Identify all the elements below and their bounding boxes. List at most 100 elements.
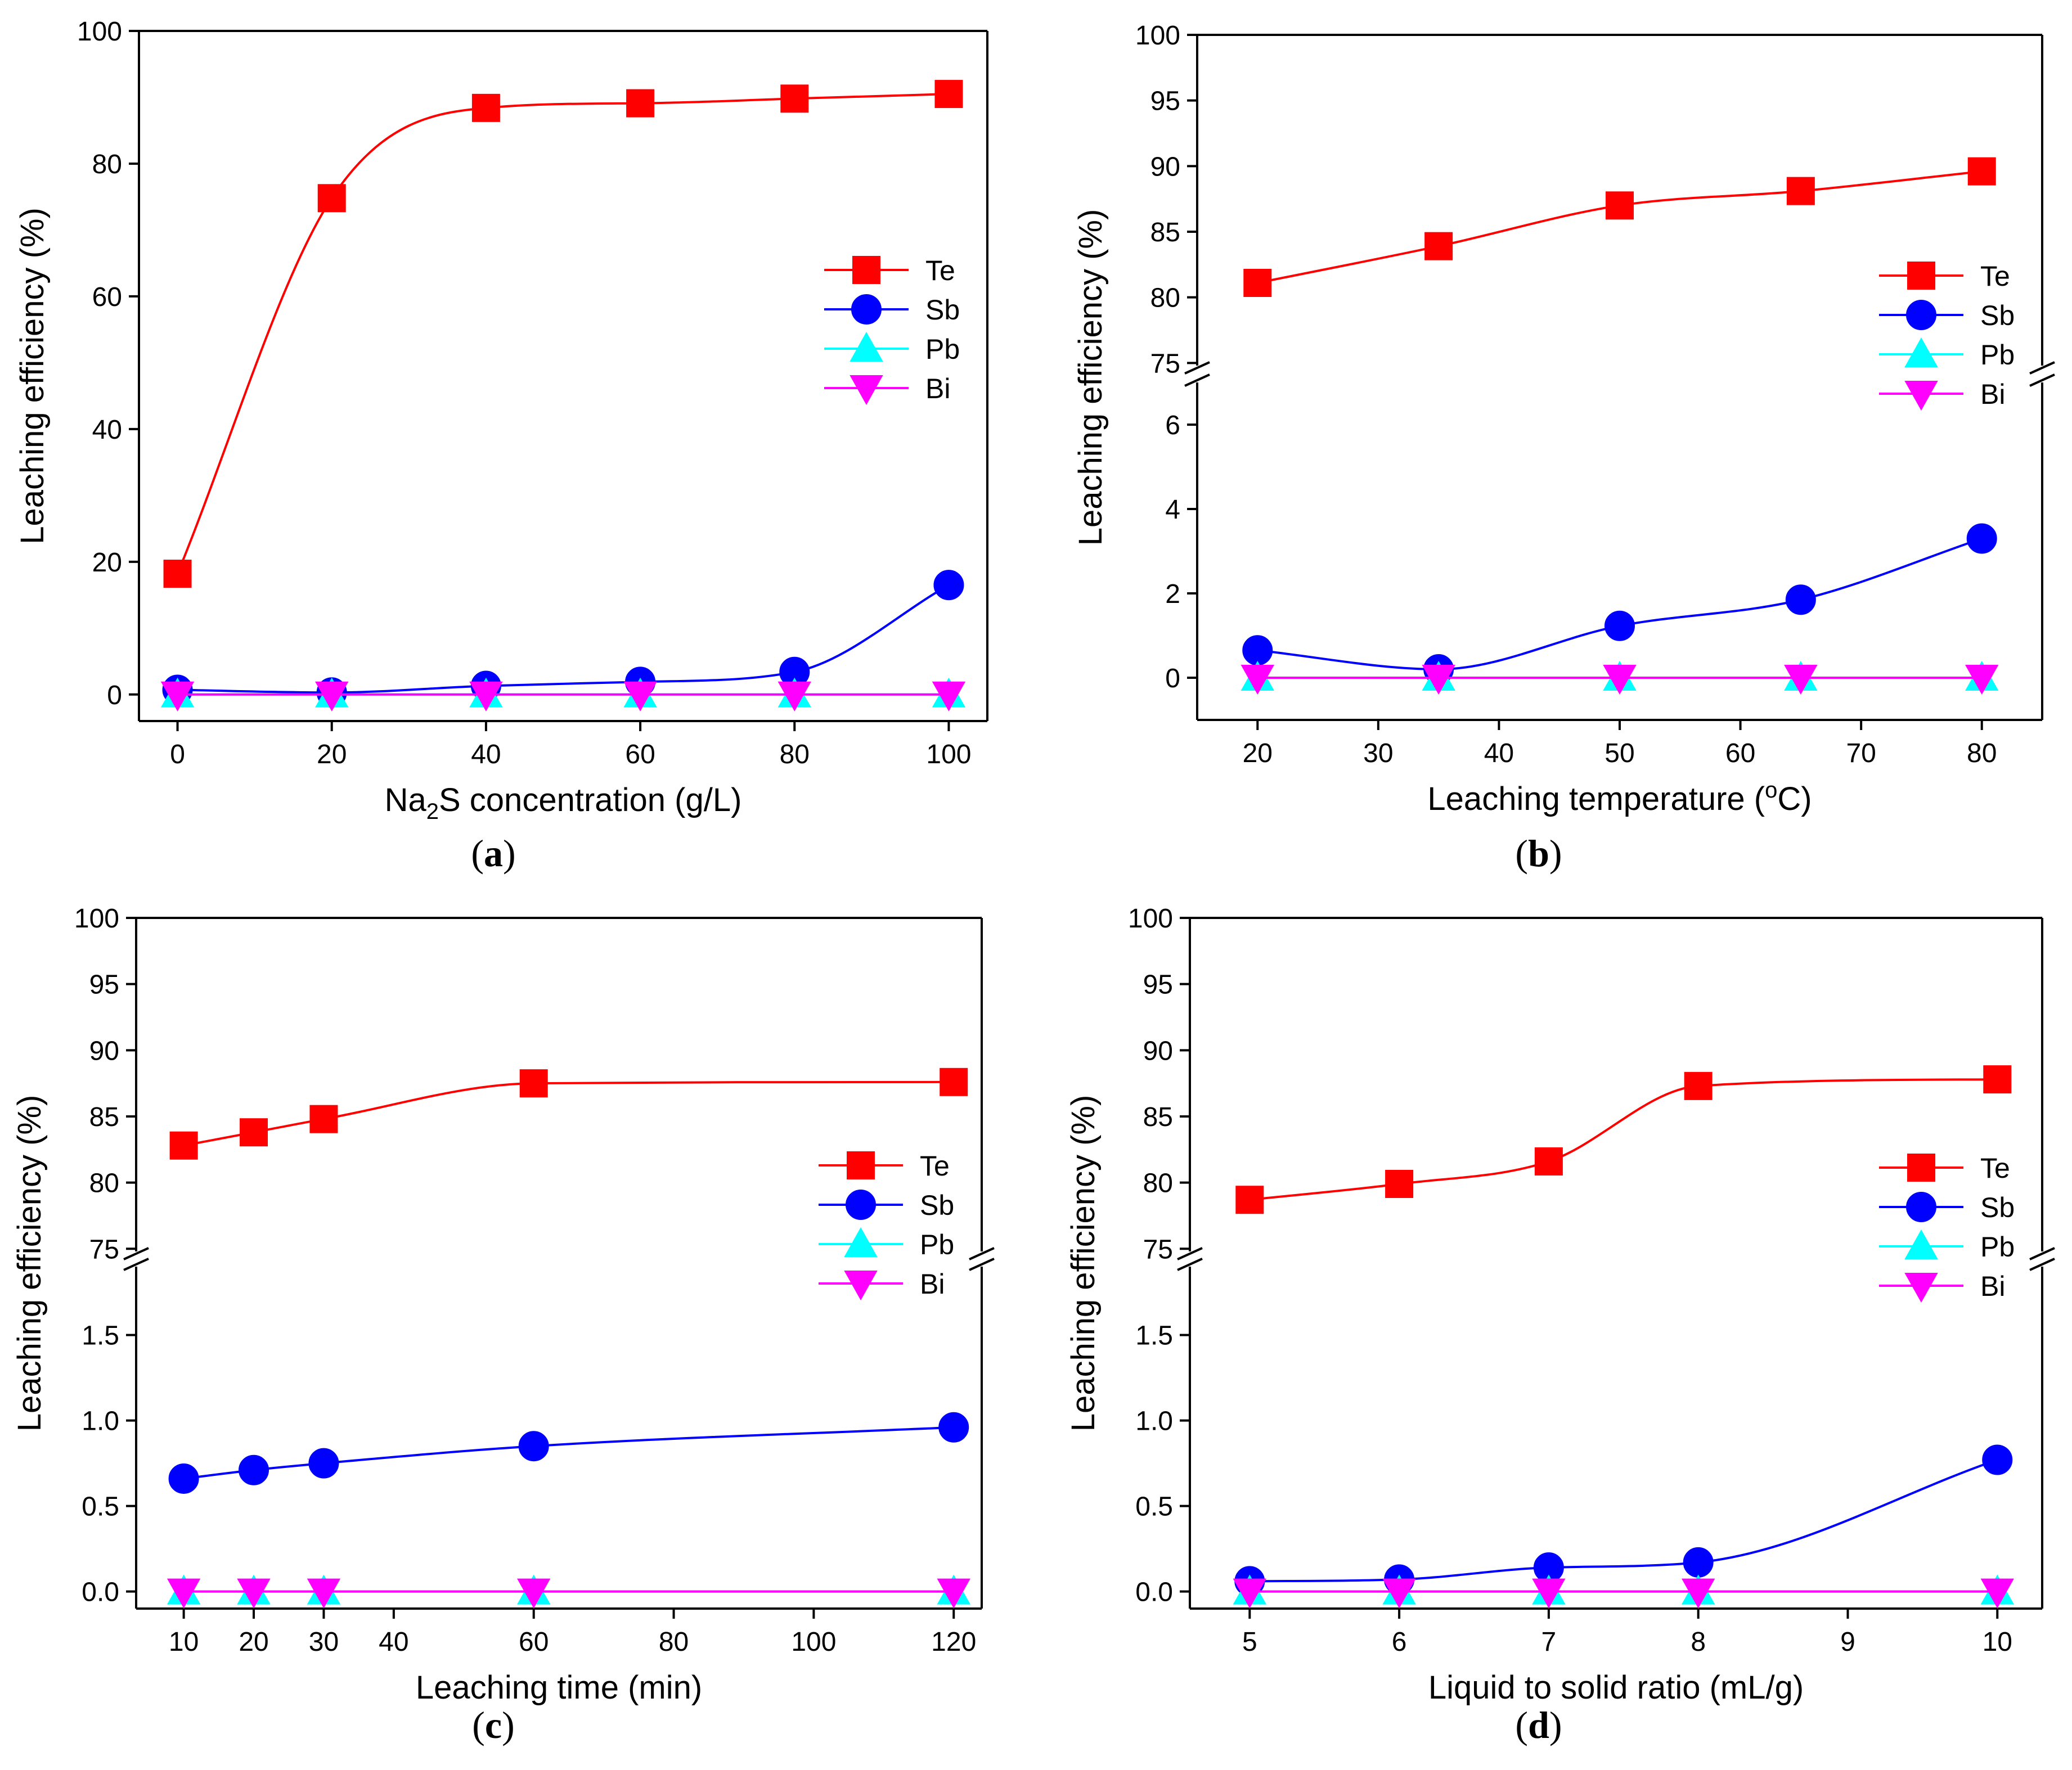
y-tick-label: 4 — [1165, 495, 1180, 525]
chart-panel-b: 20 30 40 50 60 70 80 75 80 85 90 95 100 0 2 4 6 Leaching … — [1072, 21, 2055, 875]
legend-marker-pb — [850, 331, 883, 362]
y-axis-title: Leaching efficiency (%) — [1065, 1095, 1102, 1432]
axis-break-mark — [969, 1247, 995, 1260]
y-tick-label: 100 — [77, 17, 122, 47]
data-point-sb — [308, 1448, 339, 1479]
legend-marker-sb — [851, 294, 882, 325]
data-point-bi — [315, 681, 349, 711]
data-point-sb — [933, 570, 964, 601]
x-tick-label: 30 — [1363, 738, 1393, 768]
legend-marker-pb — [1904, 337, 1938, 367]
data-point-sb — [239, 1454, 269, 1485]
y-axis-title: Leaching efficiency (%) — [11, 1095, 48, 1432]
data-point-te — [1424, 232, 1453, 260]
series-bi — [1233, 1578, 2014, 1609]
legend-marker-sb — [1906, 1192, 1936, 1222]
y-tick-label: 0.5 — [82, 1492, 119, 1522]
y-tick-label: 6 — [1165, 411, 1180, 440]
x-tick-label: 80 — [1967, 738, 1997, 768]
data-point-te — [934, 80, 963, 109]
data-point-te — [163, 560, 192, 588]
legend-marker-te — [1907, 262, 1935, 290]
x-tick-label: 20 — [1243, 738, 1273, 768]
panel-label: (b) — [1515, 832, 1562, 875]
y-tick-label: 100 — [1128, 904, 1173, 934]
axis-break-mark — [2029, 1258, 2055, 1271]
x-tick-label: 80 — [659, 1627, 689, 1657]
y-tick-label: 95 — [1143, 970, 1173, 1000]
x-tick-label: 6 — [1392, 1627, 1407, 1657]
axis-break-mark — [1177, 1258, 1203, 1271]
y-tick-label: 2 — [1165, 579, 1180, 609]
legend: Te Sb Pb Bi — [824, 255, 960, 406]
data-point-sb — [1982, 1444, 2013, 1475]
data-point-te — [471, 93, 500, 122]
chart-panel-a: 0 20 40 60 80 100 0 20 40 60 80 100 Na2S concentrati… — [14, 17, 988, 875]
data-point-bi — [167, 1578, 201, 1609]
data-point-bi — [1422, 665, 1455, 695]
y-tick-label: 1.5 — [82, 1321, 119, 1351]
y-tick-label: 1.0 — [1135, 1407, 1173, 1436]
legend-marker-te — [852, 256, 880, 284]
data-point-te — [169, 1131, 198, 1160]
series-bi — [167, 1578, 970, 1609]
legend-marker-sb — [1906, 300, 1936, 330]
legend-label-pb: Pb — [920, 1229, 954, 1260]
axis-break-mark — [2029, 373, 2055, 387]
chart-panel-d: 5 6 7 8 9 10 75 80 85 90 95 100 0.0 0.5 1.0 1.5 Liquid t… — [1065, 904, 2055, 1746]
x-tick-label: 10 — [1983, 1627, 2012, 1657]
x-tick-label: 60 — [519, 1627, 549, 1657]
y-tick-label: 80 — [1150, 283, 1180, 313]
data-point-sb — [518, 1431, 549, 1462]
legend-label-sb: Sb — [1980, 300, 2015, 331]
series-te — [1235, 1065, 2012, 1214]
data-point-bi — [932, 681, 966, 711]
data-point-te — [519, 1069, 548, 1098]
legend-label-sb: Sb — [925, 294, 960, 326]
series-sb — [1234, 1444, 2013, 1597]
y-axis-title: Leaching efficiency (%) — [14, 208, 51, 544]
y-tick-label: 75 — [89, 1235, 119, 1264]
legend: Te Sb Pb Bi — [819, 1150, 954, 1301]
data-point-te — [317, 184, 346, 213]
y-tick-label: 0 — [107, 681, 122, 710]
x-tick-label: 5 — [1242, 1627, 1257, 1657]
y-tick-label: 40 — [92, 415, 122, 445]
x-tick-label: 40 — [1484, 738, 1514, 768]
y-tick-label: 80 — [89, 1169, 119, 1199]
data-point-te — [1606, 191, 1634, 220]
data-point-bi — [1603, 665, 1637, 695]
data-point-bi — [237, 1578, 271, 1609]
series-sb — [168, 1412, 969, 1494]
series-sb — [162, 570, 964, 708]
data-point-te — [1385, 1169, 1414, 1198]
series-line-te — [176, 93, 949, 574]
y-tick-label: 100 — [1135, 21, 1180, 51]
data-point-sb — [1683, 1547, 1714, 1578]
legend-label-pb: Pb — [1980, 339, 2015, 371]
x-axis-title: Leaching temperature (oC) — [1427, 778, 1812, 817]
y-tick-label: 95 — [89, 970, 119, 1000]
series-line-sb — [183, 1426, 954, 1480]
legend-marker-pb — [1904, 1229, 1938, 1259]
chart-panel-c: 10 20 30 40 60 80 100 120 75 80 85 90 95 100 0.0 0.5 1.0… — [11, 904, 995, 1746]
x-tick-label: 10 — [169, 1627, 199, 1657]
x-tick-label: 7 — [1541, 1627, 1557, 1657]
y-tick-label: 90 — [89, 1036, 119, 1066]
x-tick-label: 20 — [317, 740, 347, 769]
legend-marker-sb — [846, 1190, 876, 1220]
x-tick-label: 20 — [239, 1627, 268, 1657]
series-te — [163, 80, 963, 588]
x-tick-label: 9 — [1840, 1627, 1855, 1657]
y-axis-title: Leaching efficiency (%) — [1072, 209, 1109, 546]
y-tick-label: 75 — [1143, 1235, 1173, 1264]
data-point-bi — [777, 681, 811, 711]
y-tick-label: 0.0 — [82, 1578, 119, 1607]
x-tick-label: 60 — [625, 740, 655, 769]
legend-label-te: Te — [1980, 260, 2010, 292]
legend-marker-bi — [850, 375, 883, 406]
x-axis-title: Na2S concentration (g/L) — [385, 782, 742, 824]
series-bi — [160, 681, 966, 711]
series-pb — [167, 1574, 970, 1605]
y-tick-label: 95 — [1150, 87, 1180, 116]
